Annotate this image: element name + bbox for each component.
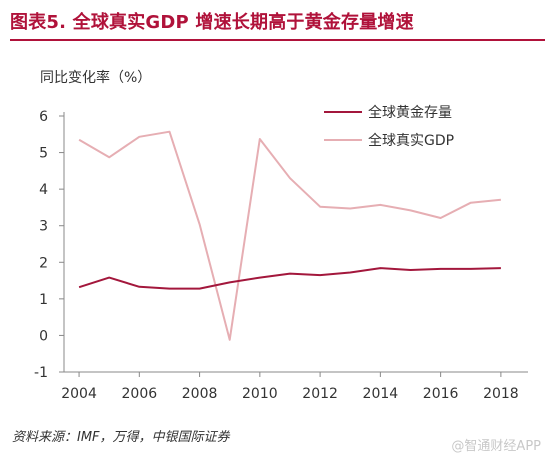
x-tick-label: 2018 <box>483 386 519 402</box>
source-note: 资料来源：IMF，万得，中银国际证券 <box>12 430 230 445</box>
chart-title: 图表5. 全球真实GDP 增速长期高于黄金存量增速 <box>10 12 414 33</box>
watermark: @智通财经APP <box>451 439 541 454</box>
series-layer <box>78 130 501 341</box>
y-tick-label: 3 <box>39 219 48 235</box>
y-axis-label: 同比变化率（%） <box>40 69 151 86</box>
series-line-1 <box>78 130 501 341</box>
legend-label-1: 全球真实GDP <box>368 132 454 149</box>
x-tick-label: 2016 <box>423 386 459 402</box>
x-tick-label: 2006 <box>122 386 158 402</box>
title-underline <box>10 39 545 41</box>
axes: -1 0 1 2 3 4 5 6 2004 2006 2008 2010 2012 2014 2016 201… <box>34 109 528 402</box>
x-tick-label: 2004 <box>61 386 97 402</box>
x-tick-label: 2014 <box>363 386 399 402</box>
y-tick-label: 4 <box>39 182 48 198</box>
y-tick-label: 1 <box>39 292 48 308</box>
series-line-0 <box>78 267 501 290</box>
y-tick-label: 6 <box>39 109 48 125</box>
y-tick-label: -1 <box>34 365 48 381</box>
y-tick-label: 0 <box>39 328 48 344</box>
legend-label-0: 全球黄金存量 <box>368 104 452 121</box>
x-tick-label: 2008 <box>182 386 218 402</box>
x-tick-label: 2010 <box>242 386 278 402</box>
x-tick-label: 2012 <box>302 386 338 402</box>
y-tick-label: 2 <box>39 255 48 271</box>
y-tick-label: 5 <box>39 146 48 162</box>
